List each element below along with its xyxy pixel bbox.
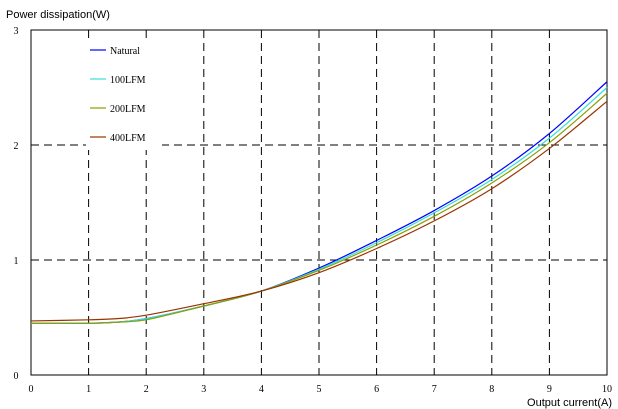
legend-background bbox=[86, 38, 162, 150]
series-line-200lfm bbox=[30, 92, 608, 324]
x-tick-label: 7 bbox=[432, 384, 437, 395]
x-tick-label: 3 bbox=[201, 384, 206, 395]
y-tick-label: 0 bbox=[14, 371, 19, 382]
legend: Natural 100LFM 200LFM 400LFM bbox=[90, 46, 146, 144]
y-tick-label: 3 bbox=[14, 26, 19, 37]
x-tick-label: 1 bbox=[86, 384, 91, 395]
x-tick-label: 10 bbox=[602, 384, 612, 395]
x-tick-label: 2 bbox=[144, 384, 149, 395]
legend-label-400lfm: 400LFM bbox=[110, 133, 146, 144]
legend-label-100lfm: 100LFM bbox=[110, 75, 146, 86]
y-tick-label: 1 bbox=[14, 256, 19, 267]
legend-label-200lfm: 200LFM bbox=[110, 104, 146, 115]
series-line-400lfm bbox=[30, 100, 608, 322]
legend-label-natural: Natural bbox=[110, 46, 140, 57]
x-tick-label: 6 bbox=[374, 384, 379, 395]
x-tick-label: 4 bbox=[259, 384, 264, 395]
x-tick-label: 0 bbox=[29, 384, 34, 395]
y-axis-label: Power dissipation(W) bbox=[6, 9, 110, 21]
y-tick-label: 2 bbox=[14, 141, 19, 152]
x-axis-label: Output current(A) bbox=[527, 397, 612, 409]
x-tick-labels: 0 1 2 3 4 5 6 7 8 9 10 bbox=[29, 384, 613, 395]
series-lines bbox=[30, 81, 608, 324]
x-tick-label: 5 bbox=[317, 384, 322, 395]
x-tick-label: 8 bbox=[489, 384, 494, 395]
y-tick-labels: 0 1 2 3 bbox=[14, 26, 19, 382]
x-tick-label: 9 bbox=[547, 384, 552, 395]
